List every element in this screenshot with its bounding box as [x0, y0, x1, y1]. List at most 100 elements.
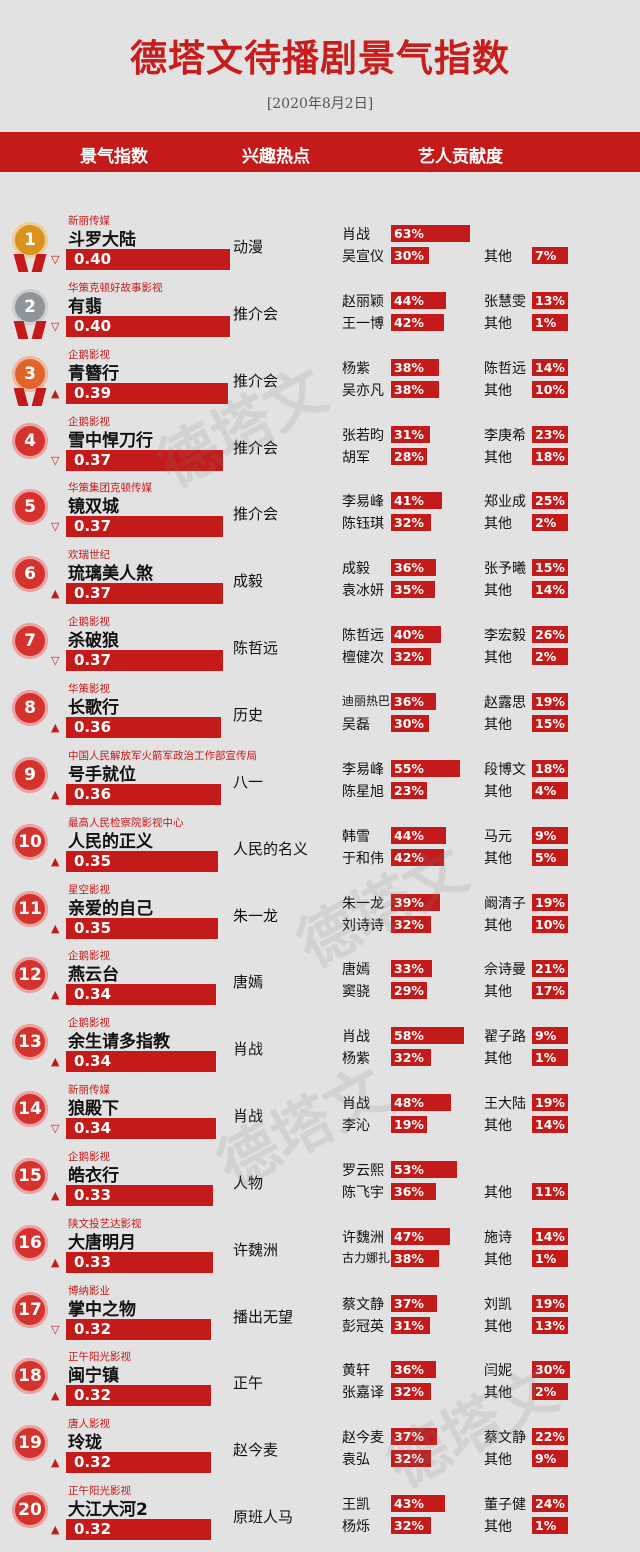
artist-name: 古力娜扎	[342, 1250, 391, 1265]
contribution-bar	[391, 380, 439, 398]
artist-name: 王大陆	[484, 1096, 526, 1113]
contribution-percent: 36%	[394, 1183, 424, 1199]
contribution-percent: 13%	[535, 1317, 565, 1333]
production-company: 博纳影业	[68, 1284, 110, 1297]
index-bar	[66, 1385, 211, 1407]
contribution-percent: 2%	[535, 1384, 557, 1400]
contribution-percent: 48%	[394, 1095, 424, 1111]
index-value: 0.34	[74, 985, 112, 1004]
index-bar	[66, 716, 221, 738]
artist-name: 其他	[484, 583, 512, 600]
contribution-percent: 9%	[535, 1451, 557, 1467]
table-row: 12 企鹅影视 燕云台 ▲ 0.34 唐嫣 唐嫣 33% 窦骁 29% 佘诗曼 21% 其他 17%	[0, 945, 640, 1012]
contribution-bar	[532, 1027, 568, 1045]
contribution-percent: 1%	[535, 314, 557, 330]
interest-hotspot: 正午	[233, 1374, 264, 1393]
trend-up-icon: ▲	[51, 1055, 60, 1069]
contribution-percent: 44%	[394, 827, 424, 843]
artist-name: 其他	[484, 249, 512, 265]
production-company: 企鹅影视	[68, 415, 110, 428]
contribution-bar	[391, 714, 429, 732]
rank-medal-icon: 10	[12, 823, 48, 860]
artist-name: 李易峰	[342, 494, 384, 511]
contribution-percent: 13%	[535, 292, 565, 308]
rank-medal-icon: 2	[12, 288, 48, 325]
header-index: 景气指数	[80, 147, 148, 167]
index-value: 0.34	[74, 1119, 112, 1138]
contribution-bar	[532, 313, 568, 331]
contribution-bar	[532, 1495, 568, 1513]
production-company: 企鹅影视	[68, 1017, 110, 1030]
contribution-percent: 14%	[535, 1228, 565, 1244]
artist-name: 窦骁	[342, 984, 370, 1001]
contribution-percent: 1%	[535, 1518, 557, 1534]
contribution-bar	[391, 1116, 427, 1134]
contribution-bar	[532, 358, 568, 376]
table-row: 15 企鹅影视 皓衣行 ▲ 0.33 人物 罗云熙 53% 陈飞宇 36% 其他 11%	[0, 1146, 640, 1213]
trend-up-icon: ▲	[51, 587, 60, 601]
table-row: 6 欢瑞世纪 琉璃美人煞 ▲ 0.37 成毅 成毅 36% 袁冰妍 35% 张予曦 15% 其他 14%	[0, 544, 640, 611]
production-company: 企鹅影视	[68, 950, 110, 963]
contribution-bar	[532, 1294, 568, 1312]
contribution-percent: 53%	[394, 1161, 424, 1177]
interest-hotspot: 肖战	[233, 1107, 264, 1126]
contribution-bar	[391, 826, 446, 844]
trend-up-icon: ▲	[51, 1255, 60, 1269]
contribution-bar	[532, 247, 568, 264]
artist-name: 吴磊	[342, 716, 370, 733]
production-company: 新丽传媒	[68, 1084, 110, 1097]
contribution-percent: 31%	[394, 1317, 424, 1333]
artist-name: 段博文	[484, 761, 526, 778]
index-bar	[66, 850, 218, 872]
drama-title: 镜双城	[68, 497, 119, 518]
contribution-percent: 9%	[535, 1028, 557, 1044]
table-row: 4 企鹅影视 雪中悍刀行 ▽ 0.37 推介会 张若昀 31% 胡军 28% 李庚希 23% 其他 18%	[0, 411, 640, 478]
contribution-percent: 29%	[394, 983, 424, 999]
index-bar	[66, 650, 223, 672]
contribution-percent: 2%	[535, 649, 557, 665]
contribution-percent: 55%	[394, 760, 424, 776]
index-value: 0.32	[74, 1520, 112, 1539]
contribution-bar	[532, 692, 568, 710]
artist-name: 其他	[484, 1184, 512, 1201]
artist-name: 张慧雯	[484, 293, 526, 310]
contribution-bar	[532, 1116, 568, 1134]
index-value: 0.37	[74, 584, 112, 603]
contribution-bar	[532, 1316, 568, 1334]
index-value: 0.32	[74, 1386, 112, 1405]
production-company: 唐人影视	[68, 1418, 110, 1431]
contribution-percent: 26%	[535, 627, 565, 643]
artist-name: 其他	[484, 1118, 512, 1135]
table-row: 8 华策影视 长歌行 ▲ 0.36 历史 迪丽热巴 36% 吴磊 30% 赵露思 19% 其他 15%	[0, 678, 640, 745]
index-bar	[66, 1184, 213, 1206]
contribution-bar	[532, 714, 568, 732]
contribution-percent: 1%	[535, 1050, 557, 1066]
contribution-bar	[391, 1049, 431, 1067]
contribution-percent: 40%	[394, 627, 424, 643]
drama-title: 青簪行	[68, 363, 119, 384]
artist-name: 陈哲远	[342, 628, 384, 645]
contribution-bar	[532, 759, 568, 777]
artist-name: 杨紫	[342, 360, 370, 377]
artist-name: 肖战	[342, 1096, 370, 1113]
production-company: 企鹅影视	[68, 348, 110, 361]
drama-title: 余生请多指教	[68, 1032, 170, 1053]
contribution-bar	[532, 425, 568, 443]
index-bar	[66, 1318, 211, 1340]
production-company: 星空影视	[68, 883, 110, 896]
drama-title: 斗罗大陆	[68, 230, 136, 250]
contribution-percent: 32%	[394, 1451, 424, 1467]
contribution-percent: 19%	[535, 693, 565, 709]
header-interest: 兴趣热点	[242, 147, 310, 167]
index-value: 0.37	[74, 517, 112, 536]
artist-name: 蔡文静	[342, 1296, 384, 1313]
contribution-bar	[532, 982, 568, 1000]
contribution-bar	[532, 447, 568, 465]
contribution-bar	[391, 626, 441, 644]
rank-medal-icon: 20	[12, 1492, 48, 1529]
rank-medal-icon: 6	[12, 556, 48, 593]
index-value: 0.35	[74, 851, 112, 870]
artist-name: 施诗	[484, 1229, 512, 1246]
production-company: 华策克顿好故事影视	[68, 281, 163, 294]
trend-down-icon: ▽	[51, 1122, 60, 1136]
